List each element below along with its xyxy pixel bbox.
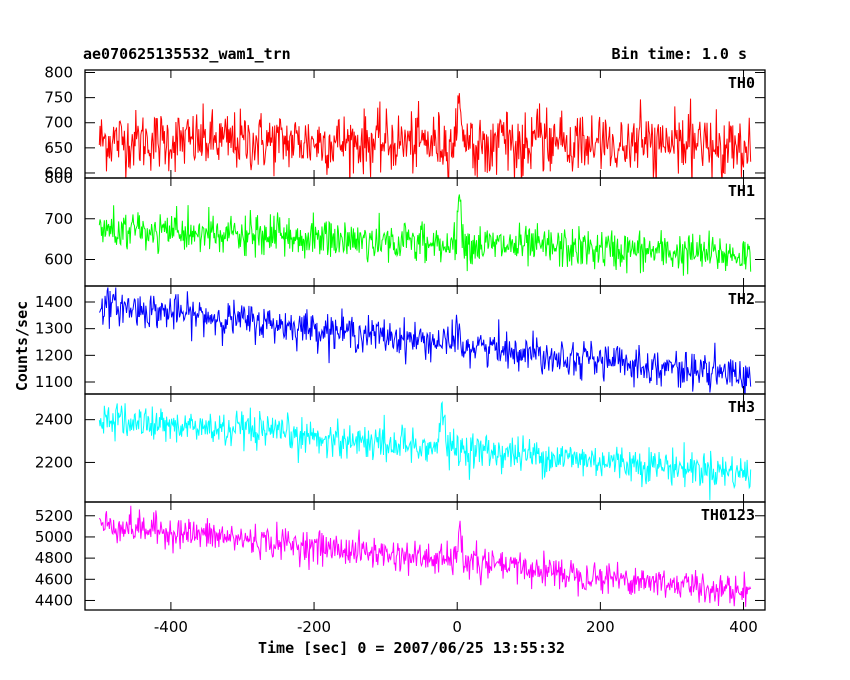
y-tick-label: 2400 <box>35 411 73 429</box>
x-tick-label: -200 <box>297 618 331 636</box>
y-tick-label: 650 <box>44 139 73 157</box>
y-tick-label: 1400 <box>35 293 73 311</box>
series-th1 <box>98 194 752 276</box>
panel-label: TH3 <box>728 398 755 416</box>
y-tick-label: 1200 <box>35 346 73 364</box>
y-tick-label: 600 <box>44 164 73 182</box>
panel-label: TH1 <box>728 182 755 200</box>
x-tick-label: 400 <box>729 618 758 636</box>
series-th3 <box>98 400 752 501</box>
y-tick-label: 800 <box>44 169 73 187</box>
y-axis-label: Counts/sec <box>13 300 31 392</box>
y-tick-label: 5000 <box>35 528 73 546</box>
y-tick-label: 1100 <box>35 373 73 391</box>
x-tick-label: 200 <box>586 618 615 636</box>
series-th2 <box>98 287 752 394</box>
y-tick-label: 5200 <box>35 507 73 525</box>
y-tick-label: 4600 <box>35 570 73 588</box>
x-axis-label: Time [sec] 0 = 2007/06/25 13:55:32 <box>258 639 566 657</box>
y-tick-label: 600 <box>44 251 73 269</box>
y-tick-label: 2200 <box>35 453 73 471</box>
y-tick-label: 1300 <box>35 320 73 338</box>
panel-label: TH2 <box>728 290 755 308</box>
y-tick-label: 700 <box>44 114 73 132</box>
panel-label: TH0 <box>728 74 755 92</box>
y-tick-label: 800 <box>44 64 73 82</box>
y-tick-label: 4800 <box>35 549 73 567</box>
y-tick-label: 750 <box>44 89 73 107</box>
y-tick-label: 700 <box>44 210 73 228</box>
series-th0 <box>98 93 752 178</box>
chart-title: ae070625135532_wam1_trn <box>83 45 291 63</box>
bin-time-label: Bin time: 1.0 s <box>611 45 747 63</box>
panel-frame-th0123 <box>84 501 766 611</box>
x-tick-label: -400 <box>154 618 188 636</box>
x-tick-label: 0 <box>452 618 462 636</box>
panel-label: TH0123 <box>701 506 755 524</box>
y-tick-label: 4400 <box>35 591 73 609</box>
series-th0123 <box>98 505 752 607</box>
